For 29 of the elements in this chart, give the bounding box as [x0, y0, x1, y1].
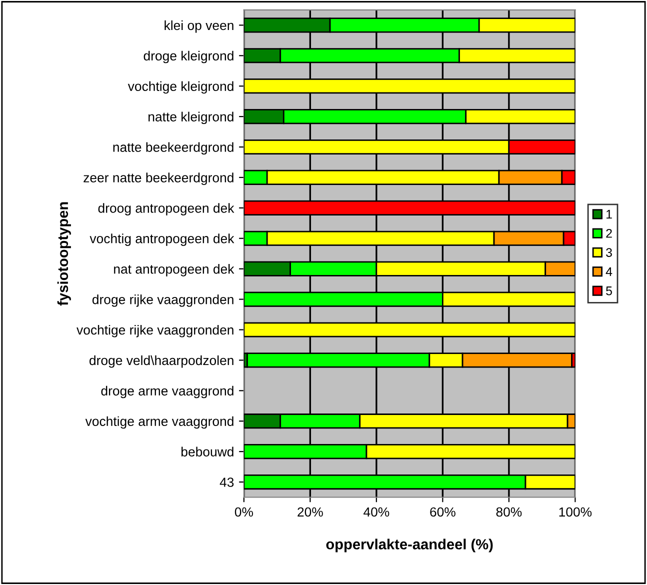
y-tick-label: vochtige arme vaaggrond: [85, 416, 234, 429]
y-tick-label: bebouwd: [181, 446, 234, 456]
y-tick-label: vochtige rijke vaaggronden: [76, 324, 234, 338]
y-tick-label: vochtige kleigrond: [128, 81, 234, 94]
legend-label: 2: [606, 228, 612, 238]
x-tick-label: 20%: [298, 507, 323, 517]
y-tick-label: natte kleigrond: [148, 112, 234, 124]
y-tick-label: droge kleigrond: [144, 50, 234, 64]
y-axis-title: fysiotooptypen: [57, 202, 71, 306]
y-tick-label: klei op veen: [164, 20, 234, 33]
y-tick-label: natte beekeerdgrond: [113, 142, 234, 155]
y-tick-label: droge arme vaaggrond: [101, 386, 234, 398]
x-tick-label: 0%: [234, 507, 253, 517]
y-tick-label: droge veld\haarpodzolen: [90, 355, 234, 368]
y-tick-label: zeer natte beekeerdgrond: [84, 172, 234, 185]
x-tick-label: 40%: [364, 507, 390, 517]
x-tick-label: 100%: [559, 507, 592, 517]
y-tick-label: 43: [220, 478, 234, 487]
x-tick-label: 80%: [496, 507, 522, 517]
y-tick-label: droog antropogeen dek: [98, 203, 234, 216]
y-tick-label: vochtig antropogeen dek: [90, 234, 234, 246]
legend-label: 4: [606, 267, 612, 276]
x-tick-label: 60%: [430, 507, 456, 517]
y-tick-label: droge rijke vaaggronden: [92, 294, 234, 307]
x-axis-title: oppervlakte-aandeel (%): [326, 538, 493, 552]
legend-label: 5: [606, 286, 612, 296]
y-tick-label: nat antropogeen dek: [114, 264, 234, 276]
legend-label: 3: [606, 248, 612, 257]
legend-label: 1: [606, 210, 612, 219]
